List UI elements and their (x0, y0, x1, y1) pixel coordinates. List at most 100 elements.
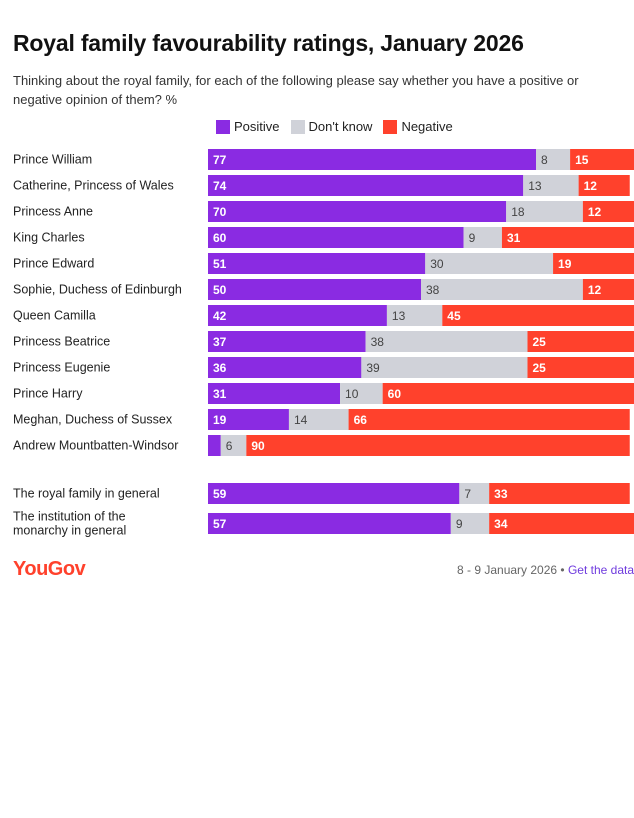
data-label-dont-know-meghan-duchess-of-sussex: 14 (294, 413, 308, 427)
footer-source: 8 - 9 January 2026 • Get the data (457, 563, 634, 577)
category-label-prince-harry: Prince Harry (13, 387, 83, 401)
bar-negative-the-royal-family-in-general (489, 483, 630, 504)
bar-negative-princess-anne (582, 201, 634, 222)
legend-label-negative: Negative (401, 119, 453, 134)
data-label-negative-queen-camilla: 45 (447, 309, 461, 323)
bar-dont-know-catherine-princess-of-wales (523, 175, 579, 196)
bar-negative-princess-beatrice (527, 331, 634, 352)
data-label-positive-sophie-duchess-of-edinburgh: 50 (213, 283, 227, 297)
data-label-dont-know-prince-william: 8 (541, 153, 548, 167)
data-label-positive-queen-camilla: 42 (213, 309, 227, 323)
data-label-negative-king-charles: 31 (507, 231, 521, 245)
legend-label-dont-know: Don't know (308, 119, 373, 134)
chart-subtitle: Thinking about the royal family, for eac… (13, 73, 579, 107)
data-label-negative-prince-harry: 60 (388, 387, 402, 401)
legend-item-dont-know: Don't know (290, 119, 373, 134)
data-label-dont-know-prince-harry: 10 (345, 387, 359, 401)
data-label-dont-know-andrew-mountbatten-windsor: 6 (226, 439, 233, 453)
category-label-prince-edward: Prince Edward (13, 257, 94, 271)
data-label-negative-catherine-princess-of-wales: 12 (584, 179, 598, 193)
bar-positive-prince-william (208, 149, 537, 170)
legend-swatch-negative (383, 119, 398, 134)
bar-negative-prince-harry (382, 383, 634, 404)
bar-dont-know-king-charles (463, 227, 502, 248)
survey-date: 8 - 9 January 2026 • (457, 563, 565, 577)
bar-dont-know-sophie-duchess-of-edinburgh (421, 279, 583, 300)
data-label-negative-the-institution-of-the-monarchy-in-general: 34 (494, 517, 508, 531)
bar-dont-know-prince-edward (425, 253, 554, 274)
bar-negative-catherine-princess-of-wales (578, 175, 630, 196)
data-label-positive-prince-william: 77 (213, 153, 227, 167)
bar-positive-princess-anne (208, 201, 507, 222)
data-label-negative-andrew-mountbatten-windsor: 90 (251, 439, 265, 453)
data-label-dont-know-prince-edward: 30 (430, 257, 444, 271)
bar-positive-king-charles (208, 227, 464, 248)
bar-positive-the-royal-family-in-general (208, 483, 460, 504)
legend-item-positive: Positive (216, 119, 280, 134)
data-label-dont-know-sophie-duchess-of-edinburgh: 38 (426, 283, 440, 297)
data-label-positive-princess-beatrice: 37 (213, 335, 227, 349)
data-label-positive-princess-eugenie: 36 (213, 361, 227, 375)
bar-positive-princess-eugenie (208, 357, 362, 378)
bar-dont-know-queen-camilla (386, 305, 443, 326)
data-label-positive-the-royal-family-in-general: 59 (213, 487, 227, 501)
legend-label-positive: Positive (234, 119, 280, 134)
get-data-link[interactable]: Get the data (567, 563, 634, 577)
bar-dont-know-princess-eugenie (361, 357, 528, 378)
data-label-positive-the-institution-of-the-monarchy-in-general: 57 (213, 517, 227, 531)
bar-negative-sophie-duchess-of-edinburgh (582, 279, 634, 300)
data-label-positive-king-charles: 60 (213, 231, 227, 245)
data-label-negative-prince-edward: 19 (558, 257, 572, 271)
data-label-dont-know-catherine-princess-of-wales: 13 (528, 179, 542, 193)
data-label-dont-know-princess-anne: 18 (511, 205, 525, 219)
bar-negative-the-institution-of-the-monarchy-in-general (489, 513, 634, 534)
bar-negative-andrew-mountbatten-windsor (246, 435, 630, 456)
bar-negative-prince-william (570, 149, 634, 170)
legend-swatch-positive (216, 119, 230, 134)
data-label-negative-princess-beatrice: 25 (533, 335, 547, 349)
data-label-positive-catherine-princess-of-wales: 74 (213, 179, 227, 193)
data-label-positive-prince-edward: 51 (213, 257, 227, 271)
data-label-negative-sophie-duchess-of-edinburgh: 12 (588, 283, 602, 297)
data-label-negative-prince-william: 15 (575, 153, 589, 167)
data-label-positive-princess-anne: 70 (213, 205, 227, 219)
bar-dont-know-princess-beatrice (365, 331, 528, 352)
data-label-dont-know-the-institution-of-the-monarchy-in-general: 9 (456, 517, 463, 531)
bar-positive-sophie-duchess-of-edinburgh (208, 279, 421, 300)
bar-positive-princess-beatrice (208, 331, 366, 352)
bar-negative-meghan-duchess-of-sussex (348, 409, 630, 430)
category-label-princess-anne: Princess Anne (13, 205, 93, 219)
category-label-catherine-princess-of-wales: Catherine, Princess of Wales (13, 179, 174, 193)
data-label-dont-know-princess-eugenie: 39 (366, 361, 380, 375)
bar-negative-queen-camilla (442, 305, 634, 326)
data-label-positive-prince-harry: 31 (213, 387, 227, 401)
category-label-princess-beatrice: Princess Beatrice (13, 335, 110, 349)
bar-positive-catherine-princess-of-wales (208, 175, 524, 196)
bar-dont-know-the-royal-family-in-general (459, 483, 490, 504)
category-label-sophie-duchess-of-edinburgh: Sophie, Duchess of Edinburgh (13, 283, 182, 297)
bar-negative-king-charles (501, 227, 634, 248)
bar-dont-know-prince-william (536, 149, 571, 170)
bar-dont-know-andrew-mountbatten-windsor (220, 435, 247, 456)
data-label-negative-meghan-duchess-of-sussex: 66 (354, 413, 368, 427)
bar-dont-know-prince-harry (340, 383, 383, 404)
category-label-meghan-duchess-of-sussex: Meghan, Duchess of Sussex (13, 413, 173, 427)
data-label-dont-know-the-royal-family-in-general: 7 (464, 487, 471, 501)
bar-dont-know-meghan-duchess-of-sussex (288, 409, 349, 430)
bar-positive-meghan-duchess-of-sussex (208, 409, 289, 430)
category-label-the-institution-of-the-monarchy-in-general: The institution of the monarchy in genera… (13, 510, 126, 538)
bar-negative-princess-eugenie (527, 357, 634, 378)
category-label-princess-eugenie: Princess Eugenie (13, 361, 110, 375)
bar-dont-know-the-institution-of-the-monarchy-in-general (450, 513, 490, 534)
data-label-positive-meghan-duchess-of-sussex: 19 (213, 413, 227, 427)
bar-dont-know-princess-anne (506, 201, 583, 222)
bar-positive-andrew-mountbatten-windsor (208, 435, 221, 456)
data-label-dont-know-queen-camilla: 13 (392, 309, 406, 323)
category-label-andrew-mountbatten-windsor: Andrew Mountbatten-Windsor (13, 439, 178, 453)
chart-legend: Positive Don't know Negative (216, 119, 453, 134)
data-label-negative-princess-eugenie: 25 (533, 361, 547, 375)
category-label-prince-william: Prince William (13, 153, 92, 167)
yougov-logo: YouGov (13, 558, 86, 580)
bar-positive-the-institution-of-the-monarchy-in-general (208, 513, 451, 534)
data-label-negative-princess-anne: 12 (588, 205, 602, 219)
